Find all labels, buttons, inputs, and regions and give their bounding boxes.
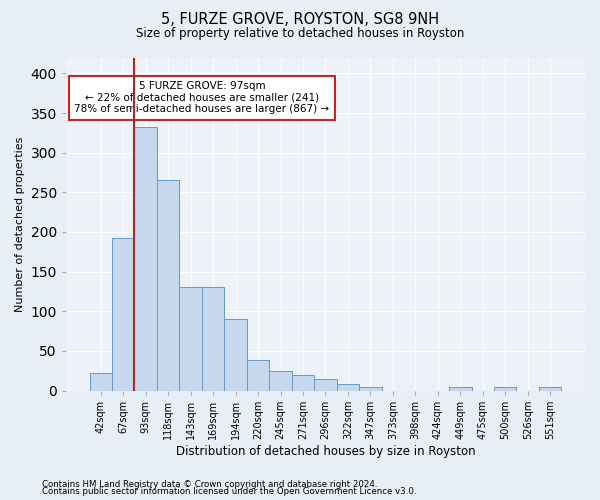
Text: Contains HM Land Registry data © Crown copyright and database right 2024.: Contains HM Land Registry data © Crown c…	[42, 480, 377, 489]
Bar	[449, 386, 472, 390]
X-axis label: Distribution of detached houses by size in Royston: Distribution of detached houses by size …	[176, 444, 475, 458]
Bar	[494, 386, 517, 390]
Bar	[359, 386, 382, 390]
Bar	[247, 360, 269, 390]
Bar	[89, 373, 112, 390]
Bar	[224, 319, 247, 390]
Y-axis label: Number of detached properties: Number of detached properties	[15, 136, 25, 312]
Bar	[202, 288, 224, 391]
Text: 5, FURZE GROVE, ROYSTON, SG8 9NH: 5, FURZE GROVE, ROYSTON, SG8 9NH	[161, 12, 439, 28]
Bar	[134, 128, 157, 390]
Text: Contains public sector information licensed under the Open Government Licence v3: Contains public sector information licen…	[42, 488, 416, 496]
Bar	[337, 384, 359, 390]
Text: 5 FURZE GROVE: 97sqm
← 22% of detached houses are smaller (241)
78% of semi-deta: 5 FURZE GROVE: 97sqm ← 22% of detached h…	[74, 82, 329, 114]
Bar	[269, 370, 292, 390]
Bar	[157, 180, 179, 390]
Text: Size of property relative to detached houses in Royston: Size of property relative to detached ho…	[136, 28, 464, 40]
Bar	[112, 238, 134, 390]
Bar	[179, 288, 202, 391]
Bar	[292, 374, 314, 390]
Bar	[539, 386, 562, 390]
Bar	[314, 378, 337, 390]
